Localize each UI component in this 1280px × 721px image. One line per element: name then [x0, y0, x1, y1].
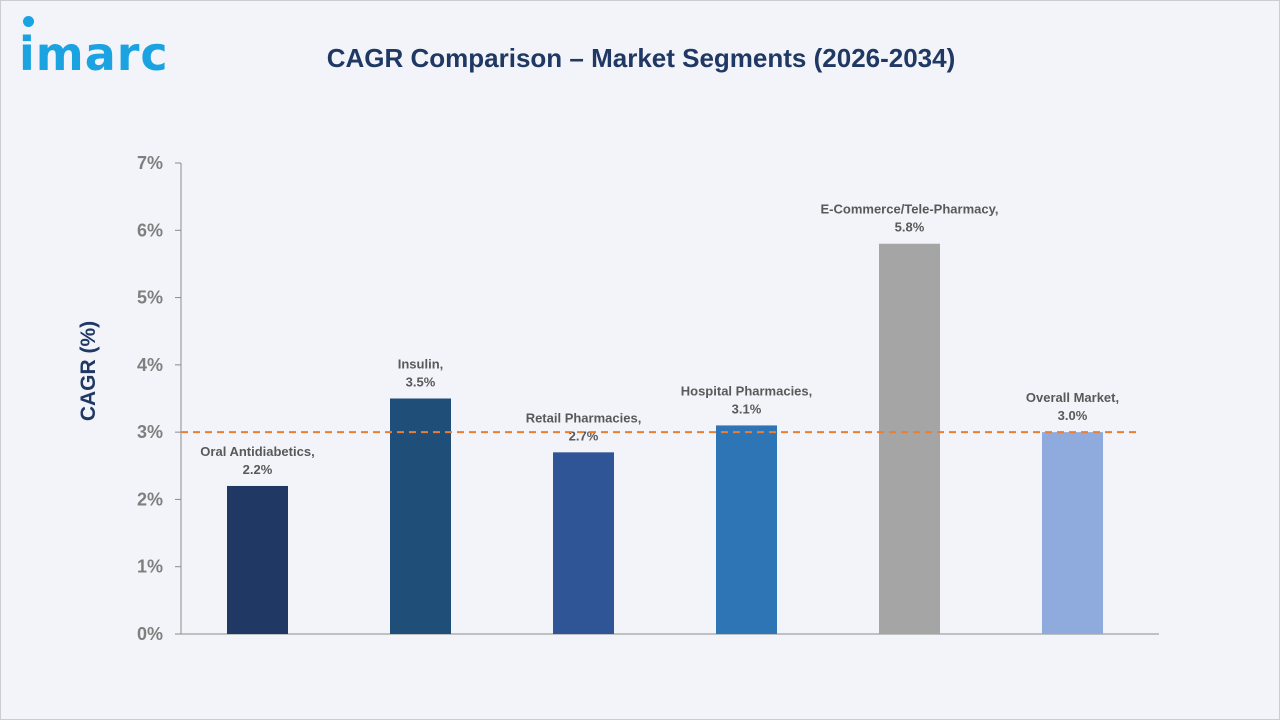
bar-category-label: Overall Market, — [1026, 390, 1119, 405]
logo-text: imarc — [19, 27, 169, 81]
y-tick-label: 1% — [137, 557, 163, 577]
bar-value-label: 3.5% — [406, 375, 436, 390]
y-tick-label: 7% — [137, 153, 163, 173]
bar — [227, 485, 288, 634]
bar-value-label: 3.1% — [732, 401, 762, 416]
bar-value-label: 5.8% — [895, 220, 925, 235]
bar-category-label: Insulin, — [398, 357, 444, 372]
y-tick-label: 2% — [137, 489, 163, 509]
bar-category-label: E-Commerce/Tele-Pharmacy, — [821, 202, 999, 217]
bar — [553, 452, 614, 634]
y-tick-label: 5% — [137, 288, 163, 308]
bar — [1042, 432, 1103, 634]
bar — [879, 243, 940, 634]
chart-title: CAGR Comparison – Market Segments (2026-… — [326, 43, 956, 73]
y-tick-label: 6% — [137, 220, 163, 240]
imarc-logo: imarc — [19, 13, 209, 83]
bar-category-label: Oral Antidiabetics, — [200, 444, 314, 459]
bar-category-label: Hospital Pharmacies, — [681, 383, 813, 398]
y-tick-label: 3% — [137, 422, 163, 442]
bar-value-label: 2.7% — [569, 428, 599, 443]
bar-value-label: 2.2% — [243, 462, 273, 477]
bar-value-label: 3.0% — [1058, 408, 1088, 423]
y-tick-label: 4% — [137, 355, 163, 375]
bar — [390, 398, 451, 634]
bar-category-label: Retail Pharmacies, — [526, 410, 642, 425]
logo-dot — [23, 16, 34, 27]
bar — [716, 425, 777, 634]
y-tick-label: 0% — [137, 624, 163, 644]
